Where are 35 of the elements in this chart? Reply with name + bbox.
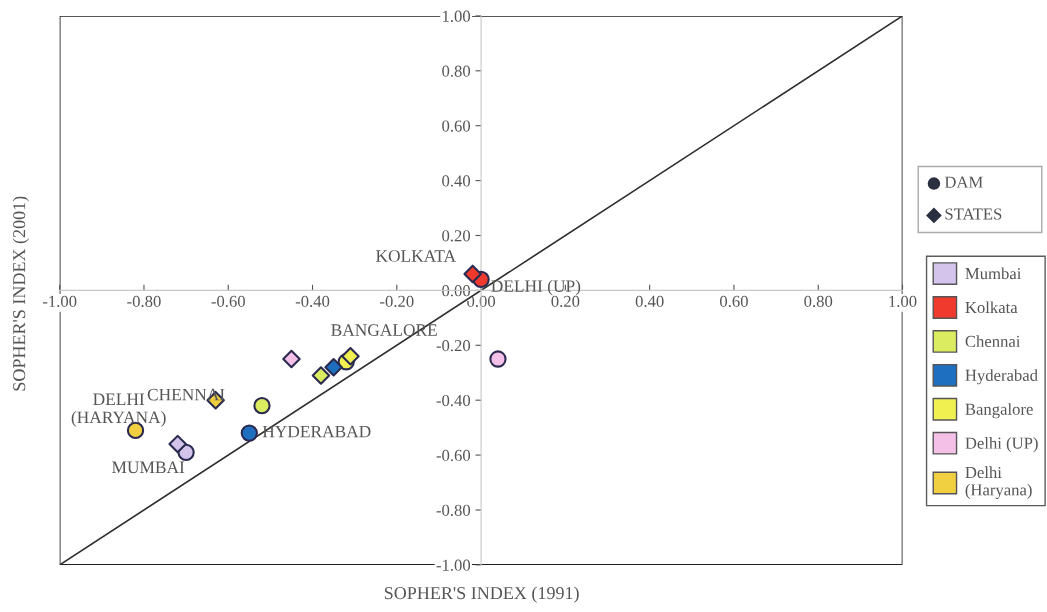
y-tick-label: -0.60 (436, 449, 471, 462)
x-tick-label: 1.00 (889, 295, 917, 308)
y-tick-label: -1.00 (436, 559, 471, 571)
x-axis-title: SOPHER'S INDEX (1991) (384, 586, 579, 603)
annotation: KOLKATA (375, 250, 456, 262)
y-axis-title: SOPHER'S INDEX (2001) (12, 196, 29, 391)
legend-label: Delhi (UP) (965, 437, 1038, 453)
x-tick-label: -0.40 (295, 295, 330, 308)
y-tick-label: 0.20 (442, 230, 471, 242)
y-tick-label: -0.80 (436, 504, 471, 516)
legend-label: Kolkata (965, 301, 1018, 314)
x-tick-label: -0.80 (127, 295, 161, 308)
x-tick-label: 0.80 (804, 295, 833, 308)
x-tick-label: 0.60 (720, 295, 748, 308)
text: STATES (945, 208, 1002, 220)
annotation: MUMBAI (112, 461, 185, 474)
y-tick-label: 1.00 (442, 10, 471, 22)
legend-label: Bangalore (965, 403, 1033, 419)
x-tick-label: 0.20 (551, 295, 580, 308)
legend-label: Chennai (965, 335, 1021, 348)
legend-label: Delhi (Haryana) (965, 466, 1032, 499)
y-tick-label: 0.40 (442, 175, 471, 187)
x-tick-label: -1.00 (42, 295, 77, 308)
legend-label: Hyderabad (965, 369, 1038, 385)
annotation: HYDERABAD (262, 425, 371, 438)
y-tick-label: -0.40 (436, 394, 471, 407)
text: DAM (944, 176, 983, 188)
x-tick-label: -0.20 (380, 295, 414, 308)
y-tick-label: -0.20 (436, 339, 471, 352)
x-tick-label: -0.60 (211, 295, 245, 308)
x-tick-label: 0.40 (635, 295, 664, 308)
legend-label: Mumbai (965, 267, 1022, 280)
annotation: DELHI (UP) (491, 279, 581, 296)
y-tick-label: 0.60 (442, 120, 471, 132)
y-tick-label: 0.80 (442, 65, 471, 77)
